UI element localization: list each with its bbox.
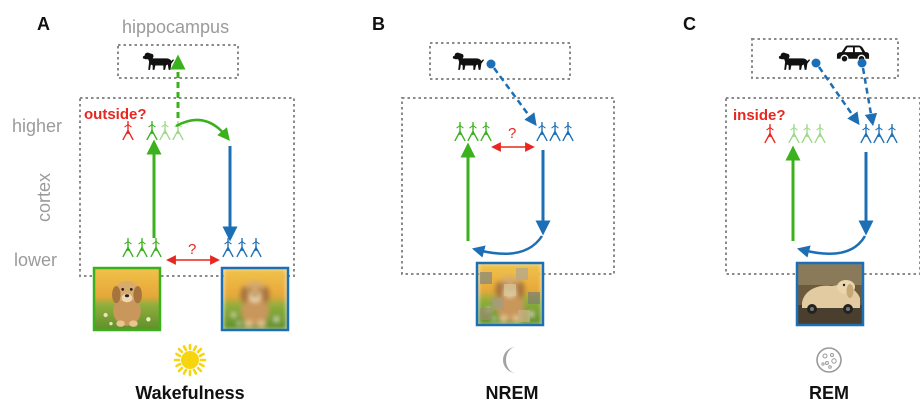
question-outside: outside?: [84, 106, 147, 123]
neuron-icon: [122, 120, 134, 141]
question-inside: inside?: [733, 107, 786, 124]
neuron-icon: [886, 123, 898, 144]
blurred-puppy-photo: [220, 266, 290, 332]
neuron-icon: [788, 123, 800, 144]
puppy-photo: [92, 266, 162, 332]
neuron-icon: [122, 237, 134, 258]
cortex-box: [401, 97, 615, 275]
cortex-box: [79, 97, 295, 277]
dog-icon: [778, 52, 810, 70]
state-label-nrem: NREM: [486, 383, 539, 403]
neuron-icon: [236, 237, 248, 258]
panel-c: C inside?: [683, 14, 920, 403]
loop-arrow: [796, 235, 867, 258]
neuron-icon: [562, 121, 574, 142]
neuron-icon: [480, 121, 492, 142]
moon-icon: [503, 347, 516, 373]
state-label-rem: REM: [809, 383, 849, 403]
state-label-wakefulness: Wakefulness: [135, 383, 244, 403]
loop-arrow: [471, 235, 544, 258]
neuron-icon: [146, 120, 158, 141]
cortex-label: cortex: [34, 173, 54, 222]
dog-icon: [452, 52, 484, 70]
hippocampus-box: [429, 42, 571, 80]
neuron-icon: [467, 121, 479, 142]
memory-node: [857, 58, 867, 68]
panel-letter: B: [372, 14, 385, 34]
memory-node: [486, 59, 496, 69]
dog-icon: [142, 52, 174, 70]
question-mark: ?: [508, 125, 516, 142]
neuron-icon: [222, 237, 234, 258]
neuron-icon: [814, 123, 826, 144]
question-mark: ?: [188, 241, 196, 258]
neuron-icon: [801, 123, 813, 144]
panel-letter: C: [683, 14, 696, 34]
neuron-icon: [454, 121, 466, 142]
neuron-icon: [250, 237, 262, 258]
hippocampus-label: hippocampus: [122, 17, 229, 37]
neuron-icon: [873, 123, 885, 144]
sun-icon: [173, 343, 207, 377]
lower-label: lower: [14, 250, 57, 270]
neuron-icon: [860, 123, 872, 144]
dream-bubble-icon: [816, 347, 842, 373]
replay-arrow: [492, 67, 537, 127]
neuron-icon: [549, 121, 561, 142]
higher-label: higher: [12, 116, 62, 136]
panel-b: B ?: [372, 14, 615, 403]
replay-arrow: [817, 66, 860, 126]
neuron-icon: [136, 237, 148, 258]
neuron-icon: [536, 121, 548, 142]
neuron-icon: [764, 123, 776, 144]
neuron-icon: [150, 237, 162, 258]
dog-car-hybrid-photo: [795, 261, 865, 327]
hippocampus-box: [751, 38, 899, 79]
memory-node: [811, 58, 821, 68]
panel-a: A hippocampus higher cortex lower outsid…: [12, 14, 295, 403]
cortex-box: [725, 97, 920, 275]
lateral-arrow: [175, 118, 230, 141]
panel-letter: A: [37, 14, 50, 34]
replay-arrow: [861, 67, 878, 127]
neuron-icon: [159, 120, 171, 141]
scrambled-puppy-photo: [475, 261, 545, 327]
